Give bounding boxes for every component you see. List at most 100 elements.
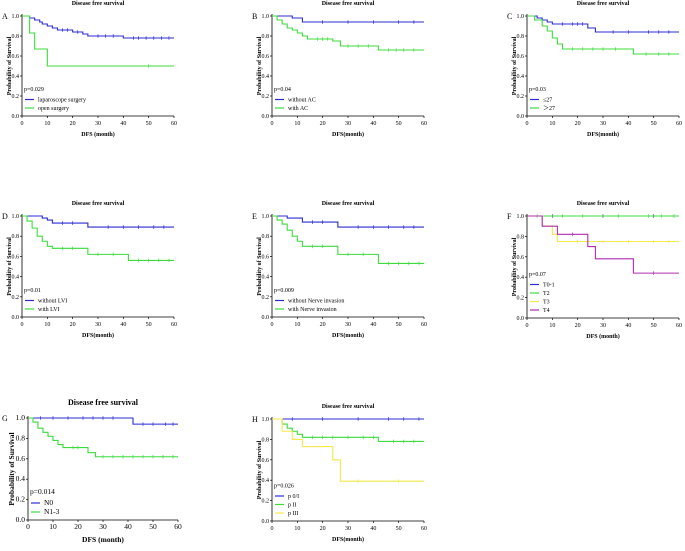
y-tick-label: 0.0: [262, 519, 270, 525]
x-tick-label: 10: [44, 121, 50, 127]
x-tick-label: 20: [320, 526, 326, 532]
x-axis-label: DFS(month): [332, 131, 364, 138]
x-tick-label: 60: [174, 522, 182, 531]
x-tick-label: 60: [676, 121, 682, 127]
x-tick-label: 50: [396, 322, 402, 328]
y-tick-label: 0.0: [16, 515, 26, 524]
x-tick-label: 50: [396, 121, 402, 127]
x-tick-label: 20: [70, 121, 76, 127]
x-tick-label: 0: [21, 121, 24, 127]
y-tick-label: 0.6: [517, 54, 525, 60]
panel-letter: A: [2, 12, 8, 21]
y-tick-label: 0.4: [12, 74, 20, 80]
chart-title: Disease free survival: [577, 1, 630, 7]
y-tick-label: 1.0: [12, 14, 20, 20]
x-tick-label: 10: [294, 526, 300, 532]
legend-label: laparoscope surgery: [38, 98, 86, 104]
x-tick-label: 10: [49, 522, 57, 531]
chart-title: Disease free survival: [577, 201, 630, 207]
p-value: p=0.029: [24, 87, 44, 93]
y-axis-label: Probability of Survival: [7, 36, 13, 95]
p-value: p=0.009: [274, 288, 294, 294]
x-tick-label: 30: [99, 522, 107, 531]
y-tick-label: 0.6: [12, 254, 20, 260]
x-tick-label: 30: [95, 121, 101, 127]
legend-label: p III: [288, 511, 299, 517]
x-tick-label: 40: [625, 323, 631, 329]
chart-title: Disease free survival: [72, 1, 125, 7]
km-panel-f: Disease free survival F 0.0 0.2 0.4 0.6 0.8 1.0…: [505, 178, 685, 360]
y-tick-label: 0.8: [12, 34, 20, 40]
panel-letter: H: [252, 415, 258, 424]
x-tick-label: 30: [345, 526, 351, 532]
x-tick-label: 0: [21, 322, 24, 328]
km-panel-b: Disease free survival B 0.0 0.2 0.4 0.6 0.8 1.0…: [250, 0, 480, 178]
survival-curve: [22, 215, 174, 261]
survival-curve: [527, 15, 679, 55]
legend-label: ＞27: [543, 106, 555, 112]
y-tick-label: 0.6: [262, 54, 270, 60]
legend-label: with Nerve invasion: [288, 307, 337, 313]
x-tick-label: 50: [651, 323, 657, 329]
survival-curve: [22, 15, 174, 67]
y-tick-label: 0.8: [16, 433, 26, 442]
y-tick-label: 0.4: [262, 74, 270, 80]
p-value: p=0.026: [274, 484, 294, 490]
p-value: p=0.01: [24, 288, 41, 294]
x-tick-label: 60: [421, 526, 427, 532]
survival-curve: [28, 417, 178, 425]
y-tick-label: 0.4: [262, 478, 270, 484]
p-value: p=0.07: [529, 272, 546, 278]
x-tick-label: 0: [271, 121, 274, 127]
chart-title: Disease free survival: [72, 201, 125, 207]
y-tick-label: 0.2: [12, 295, 20, 301]
km-panel-d: Disease free survival D 0.0 0.2 0.4 0.6 0.8 1.0…: [0, 178, 230, 360]
p-value: p=0.04: [274, 87, 291, 93]
x-tick-label: 20: [575, 323, 581, 329]
km-plot-svg: Disease free survival G 0.0 0.2 0.4 0.6 0.8 1.0…: [2, 398, 182, 544]
x-tick-label: 30: [345, 322, 351, 328]
km-panel-c: Disease free survival C 0.0 0.2 0.4 0.6 0.8 1.0…: [505, 0, 685, 178]
survival-curve: [22, 15, 174, 39]
x-tick-label: 0: [271, 322, 274, 328]
y-tick-label: 0.0: [12, 114, 20, 120]
y-tick-label: 0.8: [262, 234, 270, 240]
survival-curve: [527, 215, 679, 274]
x-axis-label: DFS(month): [587, 131, 619, 138]
x-axis-label: DFS (month): [586, 333, 620, 340]
km-plot-svg: Disease free survival C 0.0 0.2 0.4 0.6 0.8 1.0…: [507, 1, 682, 138]
x-tick-label: 50: [146, 322, 152, 328]
y-tick-label: 0.2: [16, 495, 26, 504]
y-tick-label: 0.8: [517, 234, 525, 240]
y-tick-label: 0.4: [517, 275, 525, 281]
survival-curve: [22, 215, 174, 228]
y-tick-label: 1.0: [262, 14, 270, 20]
y-tick-label: 0.0: [517, 316, 525, 322]
km-plot-svg: Disease free survival F 0.0 0.2 0.4 0.6 0.8 1.0…: [507, 201, 682, 340]
y-tick-label: 1.0: [12, 214, 20, 220]
x-tick-label: 30: [600, 323, 606, 329]
survival-curve: [272, 15, 424, 51]
x-tick-label: 20: [320, 121, 326, 127]
survival-curve: [527, 15, 679, 33]
x-tick-label: 40: [625, 121, 631, 127]
chart-title: Disease free survival: [322, 201, 375, 207]
chart-title: Disease free survival: [322, 1, 375, 7]
x-tick-label: 60: [421, 121, 427, 127]
km-panel-h: Disease free survival H 0.0 0.2 0.4 0.6 0.8 1.0…: [250, 360, 480, 546]
legend-label: without AC: [288, 98, 316, 104]
x-tick-label: 10: [294, 322, 300, 328]
legend-label: T2: [543, 291, 550, 297]
x-tick-label: 60: [171, 322, 177, 328]
x-tick-label: 50: [651, 121, 657, 127]
x-axis-label: DFS (month): [81, 131, 115, 138]
y-tick-label: 1.0: [262, 417, 270, 423]
y-tick-label: 0.4: [262, 275, 270, 281]
x-tick-label: 0: [271, 526, 274, 532]
panel-letter: F: [507, 212, 512, 221]
legend-label: with AC: [288, 106, 308, 112]
x-tick-label: 10: [44, 322, 50, 328]
legend-label: p 0/I: [288, 494, 299, 500]
panel-letter: E: [252, 212, 257, 221]
legend-label: with LVI: [38, 307, 60, 313]
